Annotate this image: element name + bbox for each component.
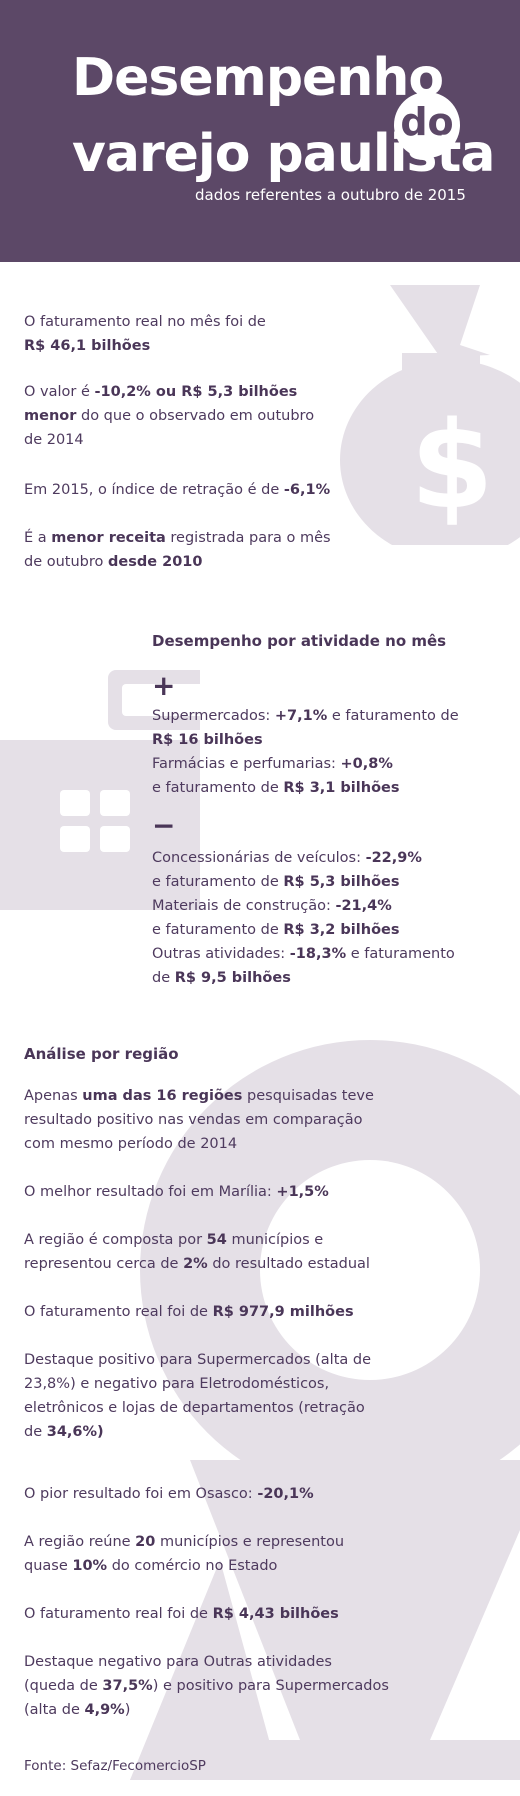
title-line-2: varejo paulista bbox=[72, 124, 495, 184]
region-paragraph-1: Apenas uma das 16 regiões pesquisadas te… bbox=[24, 1088, 374, 1152]
title-do-badge: do bbox=[394, 92, 460, 158]
cash-register-icon bbox=[0, 670, 200, 910]
region-paragraph-8: O faturamento real foi de R$ 4,43 bilhõe… bbox=[24, 1606, 339, 1622]
source-footnote: Fonte: Sefaz/FecomercioSP bbox=[24, 1758, 206, 1774]
region-heading: Análise por região bbox=[24, 1045, 179, 1063]
activity-positive-list: Supermercados: +7,1% e faturamento de R$… bbox=[152, 708, 459, 796]
region-paragraph-2: O melhor resultado foi em Marília: +1,5% bbox=[24, 1184, 329, 1200]
plus-sign: + bbox=[152, 669, 176, 702]
map-pin-icon bbox=[130, 1040, 520, 1780]
summary-paragraph-1: O faturamento real no mês foi de R$ 46,1… bbox=[24, 314, 266, 354]
summary-paragraph-2: O valor é -10,2% ou R$ 5,3 bilhões menor… bbox=[24, 384, 315, 448]
money-bag-icon: $ bbox=[340, 285, 520, 545]
region-paragraph-7: A região reúne 20 municípios e represent… bbox=[24, 1534, 345, 1574]
subtitle: dados referentes a outubro de 2015 bbox=[195, 186, 466, 204]
title-line-1: Desempenho bbox=[72, 48, 444, 108]
header-banner: Desempenho do varejo paulista dados refe… bbox=[0, 0, 520, 262]
region-paragraph-3: A região é composta por 54 municípios e … bbox=[24, 1232, 370, 1272]
activity-heading: Desempenho por atividade no mês bbox=[152, 632, 447, 650]
region-paragraph-6: O pior resultado foi em Osasco: -20,1% bbox=[24, 1486, 314, 1502]
region-paragraph-9: Destaque negativo para Outras atividades… bbox=[24, 1654, 389, 1718]
minus-sign: − bbox=[152, 809, 176, 842]
summary-paragraph-3: Em 2015, o índice de retração é de -6,1% bbox=[24, 482, 331, 498]
region-paragraph-5: Destaque positivo para Supermercados (al… bbox=[24, 1352, 372, 1440]
activity-negative-list: Concessionárias de veículos: -22,9% e fa… bbox=[152, 850, 455, 986]
region-paragraph-4: O faturamento real foi de R$ 977,9 milhõ… bbox=[24, 1304, 354, 1320]
summary-paragraph-4: É a menor receita registrada para o mês … bbox=[24, 530, 331, 570]
svg-text:$: $ bbox=[410, 397, 494, 536]
